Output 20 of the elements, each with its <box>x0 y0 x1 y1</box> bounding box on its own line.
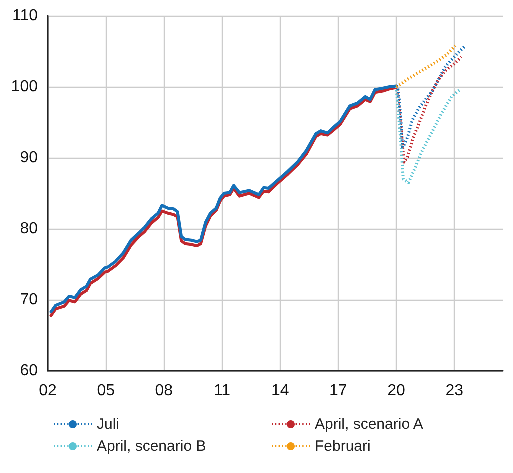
y-tick-label: 100 <box>11 78 38 96</box>
legend-label: April, scenario B <box>97 438 206 455</box>
x-tick-label: 08 <box>155 382 174 400</box>
y-tick-label: 110 <box>12 8 38 24</box>
y-tick-label: 70 <box>20 292 38 308</box>
y-tick-label: 60 <box>20 362 38 380</box>
x-tick-label: 23 <box>446 382 464 400</box>
y-tick-label: 90 <box>20 150 38 166</box>
x-tick-label: 11 <box>214 382 231 400</box>
x-tick-label: 20 <box>388 382 406 400</box>
x-tick-label: 05 <box>97 382 116 400</box>
legend-label: Februari <box>315 438 371 455</box>
x-tick-label: 17 <box>330 382 348 400</box>
legend-label: April, scenario A <box>315 416 424 433</box>
line-series <box>395 86 462 184</box>
x-tick-label: 02 <box>39 382 57 400</box>
line-series <box>395 44 458 88</box>
y-tick-label: 80 <box>20 220 38 238</box>
x-tick-label: 14 <box>271 382 290 400</box>
legend-label: Juli <box>97 416 120 433</box>
